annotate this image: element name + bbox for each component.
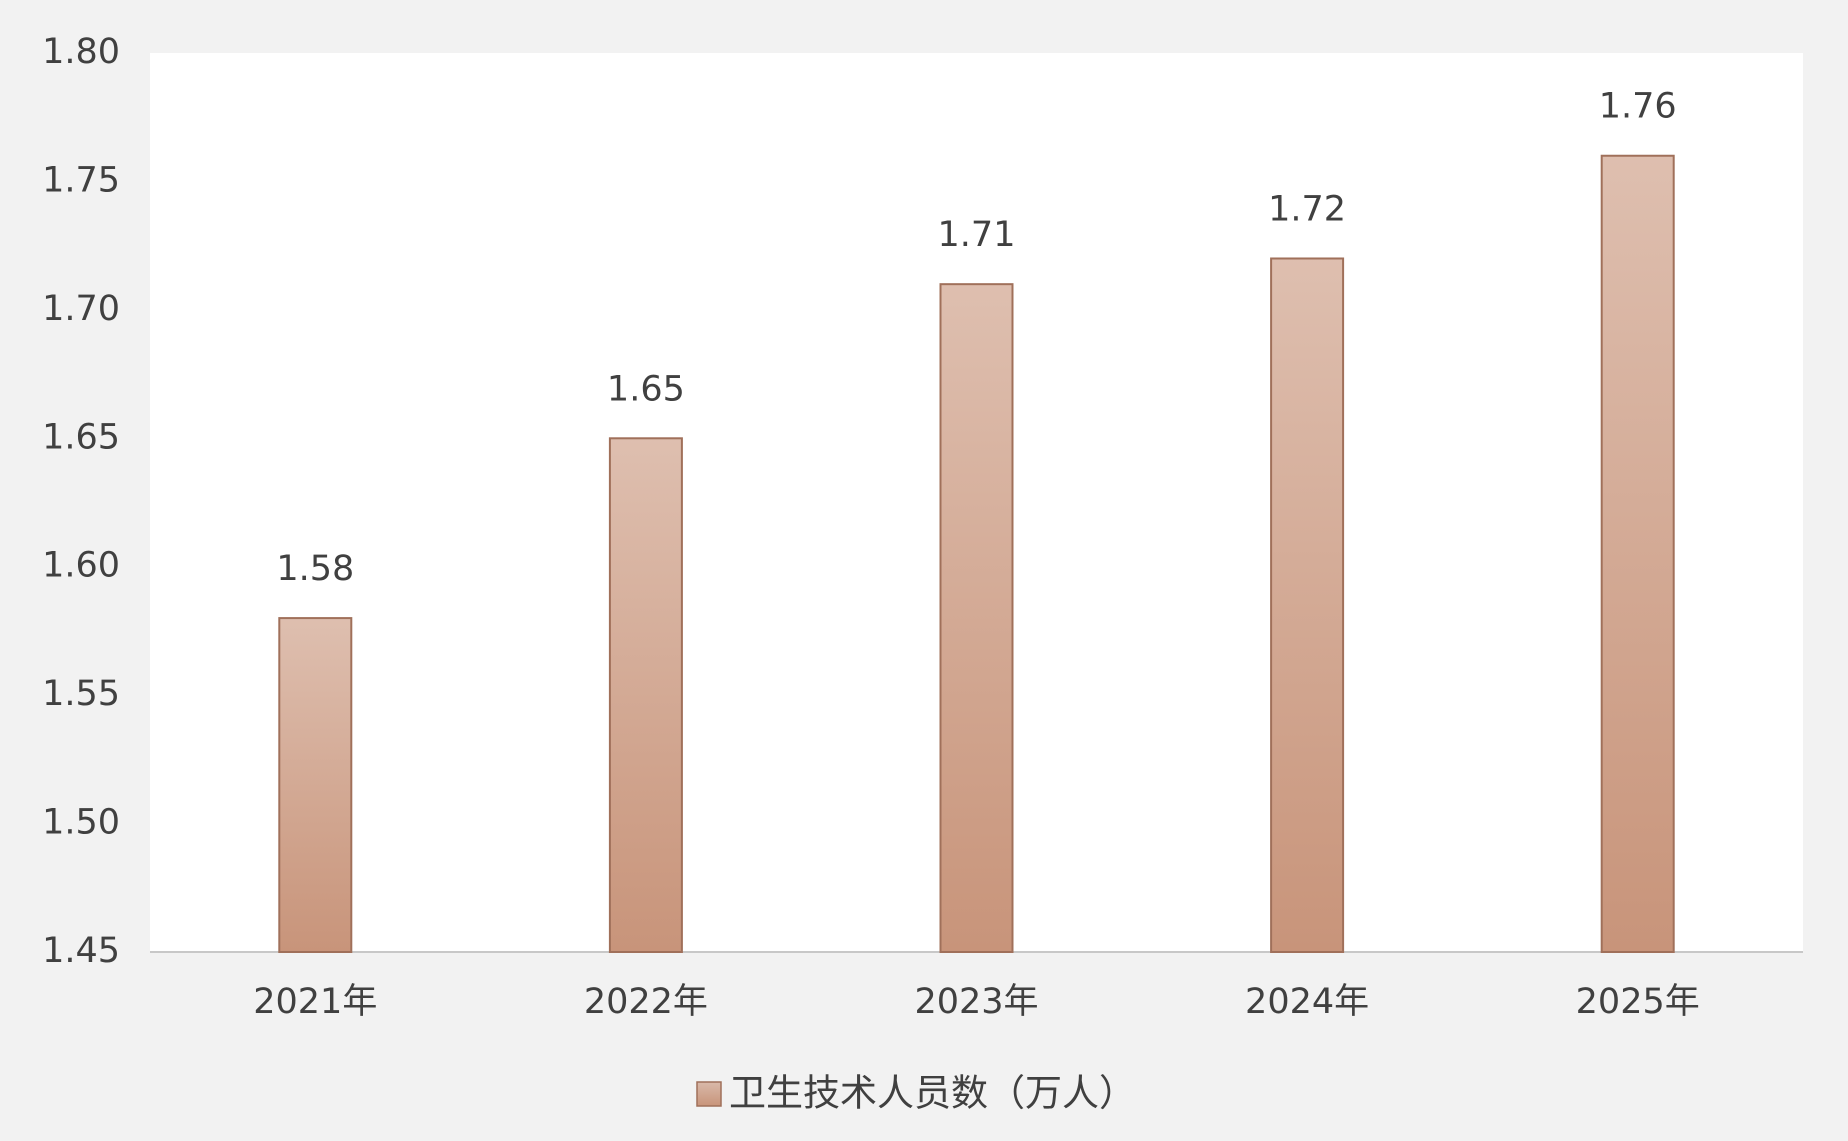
legend: 卫生技术人员数（万人）: [696, 1072, 1136, 1115]
bar: [278, 617, 353, 953]
y-tick-label: 1.70: [42, 289, 120, 329]
data-label: 1.72: [1268, 189, 1346, 229]
data-label: 1.65: [607, 369, 685, 409]
bar: [1270, 257, 1345, 953]
x-tick-label: 2021年: [253, 982, 377, 1022]
bar: [608, 437, 683, 953]
legend-swatch: [696, 1081, 722, 1107]
x-tick-label: 2023年: [914, 982, 1038, 1022]
y-tick-label: 1.45: [42, 931, 120, 971]
x-tick-label: 2022年: [584, 982, 708, 1022]
y-tick-label: 1.80: [42, 32, 120, 72]
y-tick-label: 1.55: [42, 674, 120, 714]
data-label: 1.76: [1599, 87, 1677, 127]
x-tick-label: 2025年: [1576, 982, 1700, 1022]
y-tick-label: 1.75: [42, 160, 120, 200]
legend-label: 卫生技术人员数（万人）: [729, 1072, 1136, 1115]
data-label: 1.58: [276, 549, 354, 589]
data-label: 1.71: [938, 215, 1016, 255]
y-tick-label: 1.60: [42, 546, 120, 586]
bar: [939, 283, 1014, 953]
x-tick-label: 2024年: [1245, 982, 1369, 1022]
y-tick-label: 1.65: [42, 417, 120, 457]
bar: [1600, 154, 1675, 953]
y-tick-label: 1.50: [42, 803, 120, 843]
